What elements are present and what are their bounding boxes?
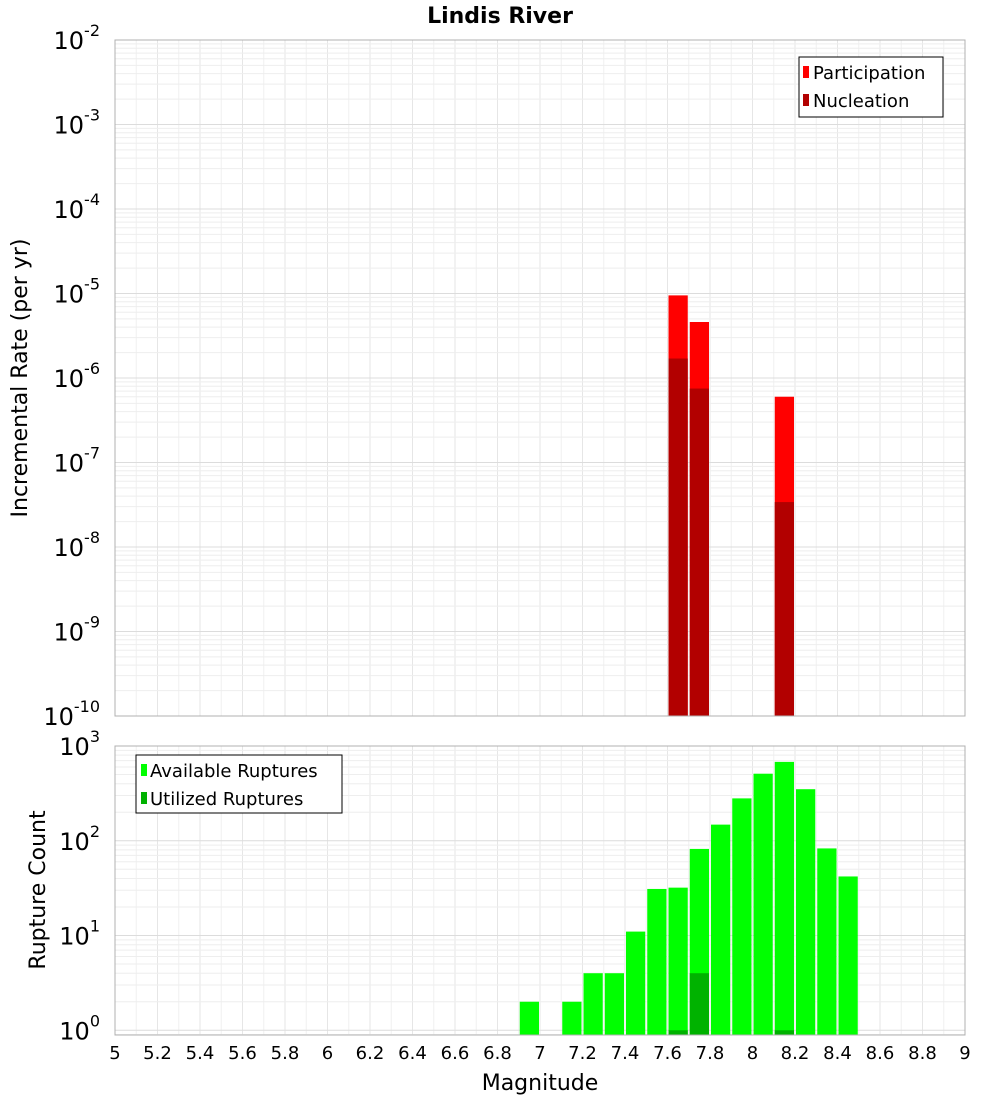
x-ticks: 5 5.2 5.4 5.6 5.8 6 6.2 6.4 6.6 6.8 7 7.2 7.4 7.6 7.8 8… — [109, 1043, 970, 1064]
x-tick-label: 6.8 — [483, 1043, 512, 1064]
bottom-y-axis-label: Rupture Count — [26, 810, 51, 970]
y-tick-label: 10-9 — [54, 613, 101, 647]
x-tick-label: 6.2 — [356, 1043, 385, 1064]
bar-available-ruptures — [796, 789, 816, 1035]
x-tick-label: 6.6 — [441, 1043, 470, 1064]
bar-available-ruptures — [774, 761, 794, 1035]
y-tick-label: 10-6 — [54, 359, 101, 393]
x-tick-label: 8.8 — [908, 1043, 937, 1064]
y-tick-label: 10-3 — [54, 106, 101, 140]
x-tick-label: 5.8 — [271, 1043, 300, 1064]
top-legend: Participation Nucleation — [798, 56, 944, 118]
legend-label-utilized: Utilized Ruptures — [150, 789, 303, 810]
x-tick-label: 5.6 — [228, 1043, 257, 1064]
bar-available-ruptures — [711, 824, 731, 1035]
top-y-ticks: 10-2 10-3 10-4 10-5 10-6 10-7 10-8 10-9 10-10 — [43, 21, 100, 731]
legend-swatch-available — [141, 764, 147, 776]
bar-utilized-ruptures — [689, 973, 709, 1035]
x-tick-label: 6.4 — [398, 1043, 427, 1064]
y-tick-label: 10-4 — [54, 190, 101, 224]
bottom-panel: 103 102 101 100 5 5.2 5.4 5.6 5.8 6 6.2 6.4 6.6 6.8 7… — [26, 727, 971, 1096]
bottom-bars — [519, 761, 858, 1035]
x-tick-label: 6 — [322, 1043, 333, 1064]
legend-swatch-participation — [803, 66, 809, 78]
x-tick-label: 5.4 — [186, 1043, 215, 1064]
x-tick-label: 7.6 — [653, 1043, 682, 1064]
x-tick-label: 8.2 — [781, 1043, 810, 1064]
bar-available-ruptures — [838, 876, 858, 1035]
legend-label-participation: Participation — [813, 63, 925, 84]
x-tick-label: 8.6 — [866, 1043, 895, 1064]
x-tick-label: 9 — [959, 1043, 970, 1064]
top-grid — [114, 40, 966, 717]
y-tick-label: 101 — [59, 917, 100, 951]
y-tick-label: 10-5 — [54, 275, 101, 309]
x-tick-label: 7 — [534, 1043, 545, 1064]
bar-available-ruptures — [562, 1001, 582, 1035]
x-tick-label: 5 — [109, 1043, 120, 1064]
bar-nucleation — [774, 502, 794, 716]
x-tick-label: 8.4 — [823, 1043, 852, 1064]
bar-nucleation — [689, 388, 709, 716]
chart-title: Lindis River — [427, 4, 573, 29]
bottom-legend-box — [135, 754, 343, 814]
x-tick-label: 7.2 — [568, 1043, 597, 1064]
bottom-plot-border — [114, 745, 966, 1036]
legend-swatch-nucleation — [803, 94, 809, 106]
bar-available-ruptures — [732, 798, 752, 1035]
bar-available-ruptures — [647, 888, 667, 1035]
x-tick-label: 7.4 — [611, 1043, 640, 1064]
legend-label-available: Available Ruptures — [150, 761, 318, 782]
bottom-y-ticks: 103 102 101 100 — [59, 727, 100, 1045]
y-tick-label: 102 — [59, 822, 100, 856]
bar-available-ruptures — [604, 973, 624, 1035]
bar-available-ruptures — [668, 887, 688, 1035]
top-bars — [668, 295, 794, 716]
top-legend-box — [798, 56, 944, 118]
x-tick-label: 7.8 — [696, 1043, 725, 1064]
y-tick-label: 103 — [59, 727, 100, 761]
bar-nucleation — [668, 358, 688, 716]
legend-label-nucleation: Nucleation — [813, 91, 909, 112]
bottom-legend: Available Ruptures Utilized Ruptures — [135, 754, 343, 814]
x-tick-label: 8 — [747, 1043, 758, 1064]
bar-utilized-ruptures — [668, 1030, 688, 1035]
bar-available-ruptures — [519, 1001, 539, 1035]
bar-available-ruptures — [817, 848, 837, 1035]
bar-available-ruptures — [753, 773, 773, 1035]
top-y-axis-label: Incremental Rate (per yr) — [8, 239, 33, 518]
x-axis-label: Magnitude — [482, 1071, 599, 1096]
y-tick-label: 10-8 — [54, 528, 101, 562]
top-plot-border — [114, 39, 966, 717]
bar-available-ruptures — [626, 931, 646, 1035]
y-tick-label: 10-7 — [54, 444, 101, 478]
top-panel: 10-2 10-3 10-4 10-5 10-6 10-7 10-8 10-9 10-10 In… — [8, 21, 966, 731]
x-tick-label: 5.2 — [143, 1043, 172, 1064]
y-tick-label: 10-2 — [54, 21, 101, 55]
legend-swatch-utilized — [141, 792, 147, 804]
bar-available-ruptures — [583, 973, 603, 1035]
y-tick-label: 10-10 — [43, 697, 100, 731]
y-tick-label: 100 — [59, 1011, 100, 1045]
bar-utilized-ruptures — [774, 1030, 794, 1035]
